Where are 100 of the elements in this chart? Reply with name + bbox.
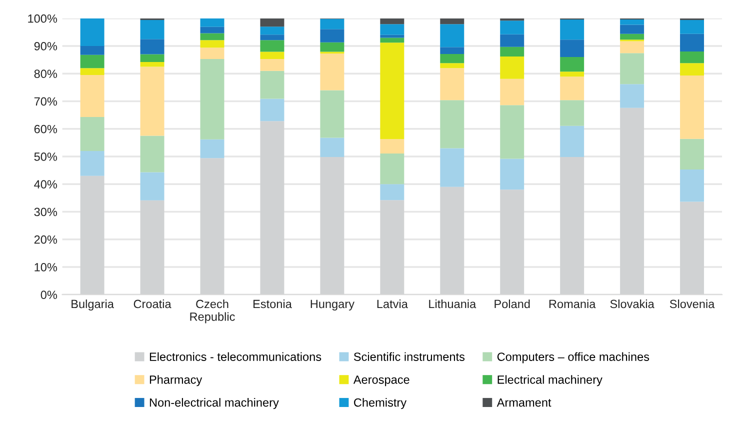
bar: [500, 46, 524, 56]
y-tick-label: 10%: [34, 263, 58, 272]
legend-label: Chemistry: [354, 398, 407, 410]
bar: [500, 105, 524, 159]
y-tick-label: 60%: [34, 124, 58, 134]
bar: [440, 54, 464, 64]
bar: [200, 58, 224, 140]
x-tick-label: Slovenia: [670, 299, 715, 308]
bar: [200, 26, 224, 34]
y-tick-label: 40%: [34, 180, 58, 189]
bar: [260, 52, 284, 59]
bar: [140, 172, 164, 200]
bar: [260, 58, 284, 71]
bar: [440, 68, 464, 100]
bar: [80, 18, 104, 46]
y-tick-label: 0%: [40, 290, 58, 300]
legend-label: Non-electrical machinery: [150, 398, 279, 410]
bar: [200, 48, 224, 59]
bar: [680, 20, 704, 34]
x-tick-label: Bulgaria: [72, 299, 114, 310]
bar: [320, 29, 344, 42]
bar: [620, 34, 644, 40]
legend-label: Pharmacy: [150, 375, 202, 386]
legend-label: Electronics - telecommunications: [150, 352, 322, 361]
bar: [140, 66, 164, 136]
bar: [140, 54, 164, 62]
legend-label: Electrical machinery: [498, 375, 602, 386]
bar: [380, 184, 404, 200]
bar: [380, 18, 404, 24]
bar: [140, 136, 164, 172]
bar: [320, 42, 344, 52]
bar: [680, 169, 704, 202]
x-tick-label: Slovakia: [610, 299, 654, 308]
x-tick-label: Estonia: [253, 299, 292, 308]
bar: [80, 116, 104, 151]
bar: [380, 139, 404, 154]
bar: [440, 100, 464, 148]
x-tick-label: Poland: [494, 299, 530, 308]
bar: [440, 18, 464, 24]
bar: [260, 26, 284, 35]
bar: [500, 158, 524, 190]
bar: [500, 78, 524, 106]
bar: [560, 40, 584, 58]
bar: [380, 38, 404, 43]
x-tick-label: Czech Republic: [190, 299, 235, 324]
bar: [200, 33, 224, 40]
bar: [380, 153, 404, 184]
bar: [680, 76, 704, 139]
bar: [560, 72, 584, 77]
bar: [380, 24, 404, 35]
bar: [620, 41, 644, 54]
bar: [680, 63, 704, 76]
bar: [380, 34, 404, 38]
bar: [440, 63, 464, 68]
bar: [680, 138, 704, 170]
bar: [80, 46, 104, 55]
bar: [440, 24, 464, 48]
bar: [440, 47, 464, 54]
bar: [620, 84, 644, 108]
bar: [560, 76, 584, 100]
bar: [320, 138, 344, 158]
bar: [680, 34, 704, 52]
y-tick-label: 70%: [34, 97, 58, 106]
bar: [320, 90, 344, 138]
bar: [140, 20, 164, 40]
bar: [680, 52, 704, 64]
bar: [80, 74, 104, 117]
bar: [380, 42, 404, 140]
bar: [80, 150, 104, 176]
bar: [440, 148, 464, 187]
bar: [560, 100, 584, 126]
legend-label: Armament: [496, 398, 552, 407]
y-tick-label: 90%: [34, 42, 58, 50]
bar: [260, 40, 284, 52]
bar: [140, 39, 164, 54]
bar: [560, 19, 584, 40]
bar: [560, 57, 584, 72]
x-tick-label: Lithuania: [429, 299, 476, 308]
y-tick-label: 30%: [34, 208, 58, 216]
bar: [260, 70, 284, 99]
x-tick-label: Croatia: [134, 299, 172, 308]
bar: [80, 54, 104, 68]
bar: [200, 139, 224, 158]
x-tick-label: Romania: [549, 299, 596, 308]
y-tick-label: 100%: [28, 14, 58, 23]
bar: [620, 53, 644, 84]
y-tick-label: 80%: [34, 70, 58, 78]
bar: [500, 18, 524, 21]
legend-label: Scientific instruments: [354, 352, 465, 361]
bar: [560, 126, 584, 158]
x-tick-label: Hungary: [310, 300, 354, 310]
bar: [200, 18, 224, 27]
bar: [500, 20, 524, 34]
legend-label: Computers – office machines: [497, 352, 650, 364]
y-tick-label: 20%: [34, 235, 58, 244]
bar: [320, 18, 344, 30]
legend-label: Aerospace: [353, 376, 410, 386]
y-tick-label: 50%: [34, 152, 58, 161]
bar: [140, 62, 164, 67]
bar: [620, 24, 644, 34]
